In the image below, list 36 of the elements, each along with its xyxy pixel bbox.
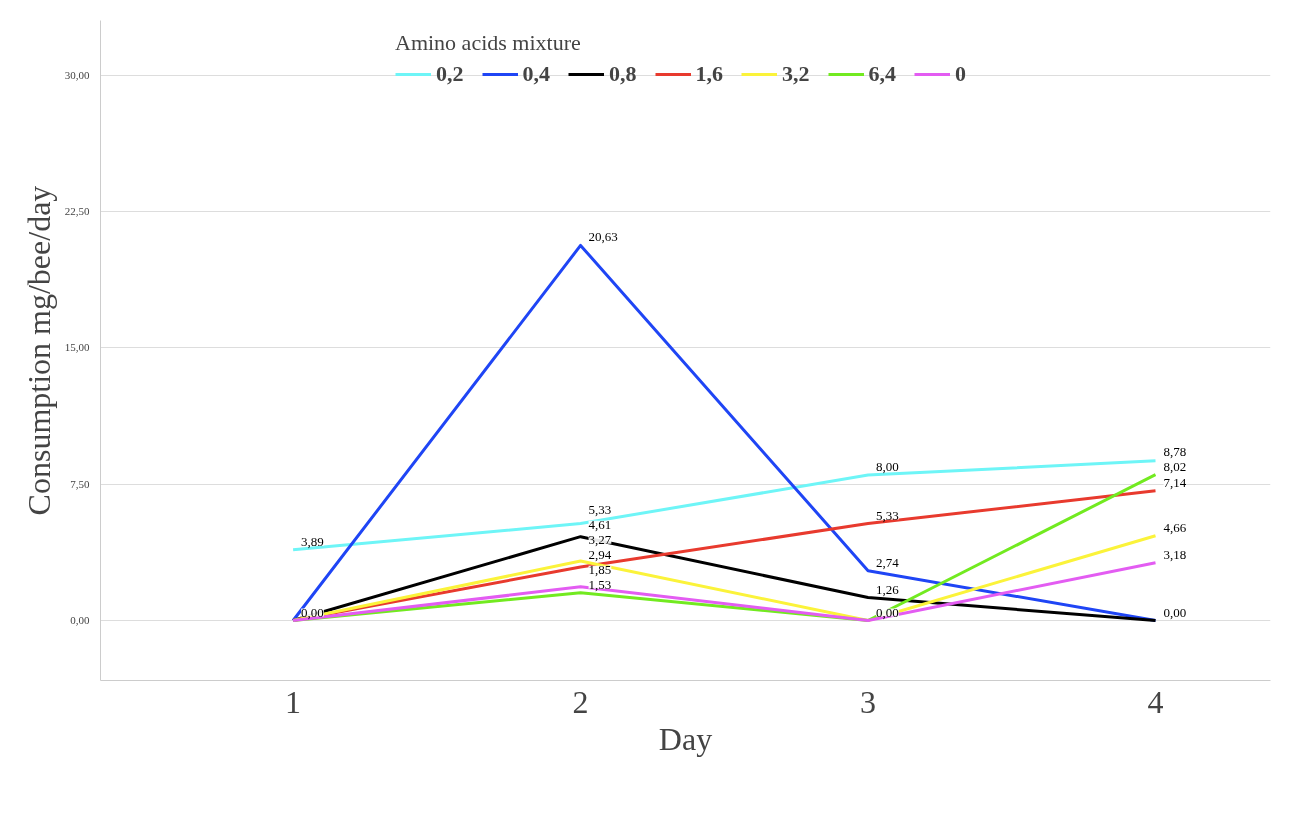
y-tick-label: 30,00 (64, 68, 90, 81)
data-label: 8,00 (876, 459, 899, 475)
data-label: 0,00 (301, 604, 324, 620)
data-label: 3,89 (301, 533, 324, 549)
legend-title: Amino acids mixture (395, 30, 582, 56)
data-label: 2,94 (588, 546, 612, 562)
data-label: 5,33 (876, 507, 899, 523)
y-tick-label: 22,50 (64, 204, 90, 217)
data-label: 0,00 (1163, 604, 1187, 620)
legend-label: 0,4 (522, 61, 550, 87)
x-axis-title: Day (658, 720, 713, 757)
x-tick-label: 3 (860, 683, 877, 720)
y-axis-title: Consumption mg/bee/day (20, 185, 57, 516)
y-tick-label: 15,00 (64, 341, 90, 354)
y-tick-label: 7,50 (70, 477, 90, 490)
data-label: 2,74 (876, 554, 900, 570)
data-label: 1,26 (876, 581, 900, 597)
data-label: 8,02 (1163, 458, 1187, 474)
legend-label: 0,2 (436, 61, 464, 87)
x-tick-label: 1 (285, 683, 302, 720)
y-tick-label: 0,00 (70, 614, 90, 626)
data-label: 0,00 (876, 604, 899, 620)
legend-label: 6,4 (868, 61, 896, 87)
data-label: 7,14 (1163, 474, 1187, 490)
x-tick-label: 4 (1147, 683, 1164, 720)
legend-label: 0,8 (609, 61, 637, 87)
x-tick-label: 2 (572, 683, 589, 720)
legend-label: 0 (955, 61, 967, 87)
data-label: 3,18 (1163, 546, 1187, 562)
data-label: 3,27 (588, 531, 612, 547)
data-label: 5,33 (588, 501, 612, 517)
legend-label: 1,6 (695, 61, 723, 87)
data-label: 8,78 (1163, 443, 1187, 459)
data-label: 20,63 (588, 229, 618, 245)
legend-label: 3,2 (782, 61, 810, 87)
data-label: 4,66 (1163, 519, 1187, 535)
